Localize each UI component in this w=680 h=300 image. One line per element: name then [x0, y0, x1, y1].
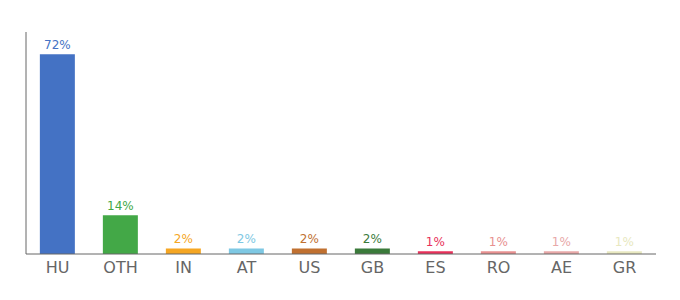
svg-text:GB: GB: [361, 258, 384, 277]
svg-text:2%: 2%: [363, 232, 382, 246]
svg-text:RO: RO: [487, 258, 511, 277]
svg-text:1%: 1%: [552, 235, 571, 249]
svg-text:HU: HU: [46, 258, 70, 277]
svg-text:OTH: OTH: [103, 258, 137, 277]
svg-text:2%: 2%: [237, 232, 256, 246]
svg-text:72%: 72%: [44, 38, 71, 52]
svg-text:AT: AT: [237, 258, 257, 277]
svg-text:AE: AE: [551, 258, 572, 277]
svg-text:ES: ES: [425, 258, 445, 277]
svg-text:2%: 2%: [300, 232, 319, 246]
svg-text:1%: 1%: [426, 235, 445, 249]
svg-text:GR: GR: [613, 258, 637, 277]
svg-text:US: US: [299, 258, 321, 277]
svg-text:2%: 2%: [174, 232, 193, 246]
svg-text:1%: 1%: [615, 235, 634, 249]
svg-text:IN: IN: [175, 258, 192, 277]
svg-text:1%: 1%: [489, 235, 508, 249]
svg-text:14%: 14%: [107, 199, 134, 213]
